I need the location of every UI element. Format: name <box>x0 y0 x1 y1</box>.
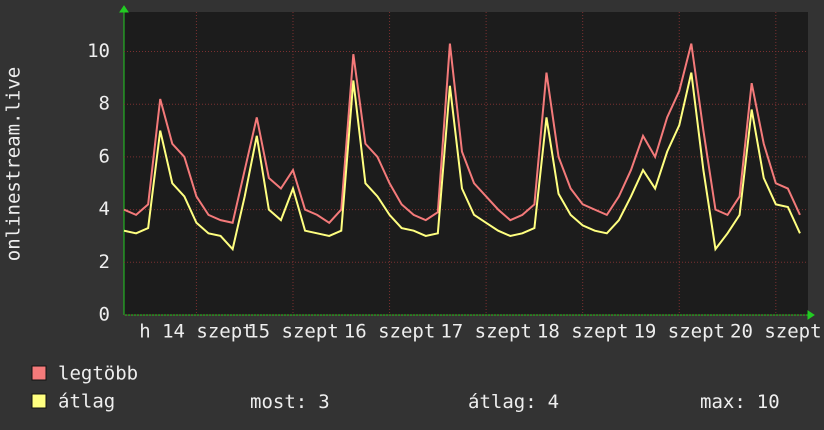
stat: max: 10 <box>700 391 780 413</box>
series-line <box>123 72 801 252</box>
series-line <box>123 43 801 225</box>
axes <box>119 5 815 320</box>
stat-value: 10 <box>757 391 780 413</box>
x-tick-label: h 14 szept <box>139 321 253 343</box>
y-tick-label: 2 <box>99 251 110 273</box>
y-tick-label: 4 <box>99 198 110 220</box>
legend-swatch <box>31 393 47 409</box>
stat-value: 3 <box>318 391 329 413</box>
x-tick-label: 19 szept <box>633 321 725 343</box>
y-tick-label: 0 <box>99 304 110 326</box>
legend-swatch <box>31 365 47 381</box>
x-tick-label: 18 szept <box>537 321 629 343</box>
stat-label: átlag: <box>468 391 537 413</box>
legend-label: átlag <box>58 391 115 413</box>
x-tick-label: 16 szept <box>344 321 436 343</box>
y-tick-label: 10 <box>87 40 110 62</box>
stat: átlag: 4 <box>468 391 559 413</box>
y-tick-label: 8 <box>99 93 110 115</box>
x-tick-label: 15 szept <box>247 321 339 343</box>
stat: most: 3 <box>250 391 330 413</box>
legend-label: legtöbb <box>58 363 138 385</box>
stat-label: most: <box>250 391 307 413</box>
x-tick-label: 17 szept <box>440 321 532 343</box>
y-tick-label: 6 <box>99 145 110 167</box>
y-axis-label: onlinestream.live <box>3 67 25 261</box>
stat-label: max: <box>700 391 746 413</box>
x-tick-label: 20 szept <box>730 321 822 343</box>
stat-value: 4 <box>548 391 559 413</box>
